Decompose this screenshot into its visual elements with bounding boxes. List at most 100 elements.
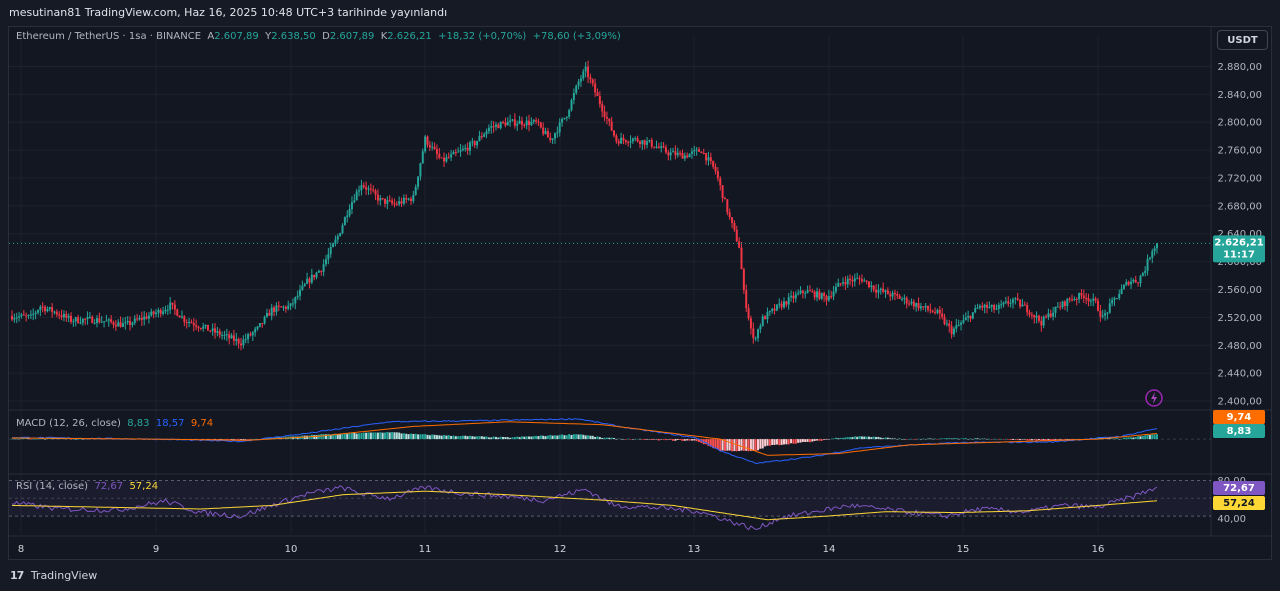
macd-histogram-bar — [1054, 439, 1057, 440]
macd-histogram-bar — [570, 434, 573, 440]
macd-histogram-bar — [641, 439, 644, 440]
candle-body — [282, 306, 285, 308]
candle-body — [41, 306, 44, 308]
candle-body — [393, 203, 396, 205]
macd-histogram-bar — [25, 438, 28, 440]
candle-body — [761, 316, 764, 326]
macd-histogram-bar — [832, 438, 835, 440]
candle-body — [759, 325, 762, 330]
macd-histogram-bar — [650, 439, 653, 440]
macd-histogram-bar — [502, 436, 505, 440]
macd-histogram-bar — [469, 435, 471, 440]
candle-body — [943, 316, 946, 324]
candle-body — [34, 312, 37, 315]
macd-histogram-bar — [542, 435, 545, 440]
macd-hist-value: 8,83 — [127, 418, 150, 429]
candle-body — [487, 127, 490, 132]
macd-histogram-bar — [679, 439, 682, 440]
macd-histogram-bar — [749, 439, 752, 451]
macd-histogram-bar — [95, 438, 98, 440]
macd-histogram-bar — [837, 438, 840, 440]
macd-histogram-bar — [938, 438, 941, 440]
macd-histogram-bar — [1028, 439, 1031, 441]
macd-histogram-bar — [983, 438, 986, 440]
macd-histogram-bar — [638, 438, 641, 440]
macd-histogram-bar — [221, 439, 224, 440]
macd-histogram-bar — [974, 438, 977, 440]
macd-histogram-bar — [384, 432, 387, 440]
lightning-icon[interactable] — [1145, 389, 1163, 407]
macd-hist-tag: 8,83 — [1213, 424, 1265, 438]
macd-histogram-bar — [268, 437, 271, 440]
y-tick-label: 2.800,00 — [1217, 118, 1262, 129]
candle-body — [476, 141, 479, 146]
macd-histogram-bar — [591, 435, 594, 440]
macd-histogram-bar — [811, 439, 814, 442]
candle-body — [136, 318, 139, 320]
macd-histogram-bar — [579, 434, 582, 440]
macd-histogram-bar — [740, 439, 743, 451]
macd-histogram-bar — [927, 438, 929, 440]
macd-histogram-bar — [544, 436, 547, 440]
candle-body — [978, 305, 981, 308]
macd-histogram-bar — [617, 438, 620, 440]
candle-body — [452, 152, 455, 155]
candle-body — [662, 146, 665, 148]
macd-histogram-bar — [1141, 435, 1144, 440]
macd-hist-tag-text: 8,83 — [1227, 426, 1252, 437]
x-tick-label: 12 — [554, 544, 567, 555]
rsi-value-tag: 72,67 — [1213, 481, 1265, 495]
candle-body — [896, 294, 899, 296]
candle-body — [745, 290, 748, 309]
rsi-ma-tag-bg — [1213, 496, 1265, 510]
macd-histogram-bar — [509, 437, 512, 440]
candle-body — [702, 153, 705, 155]
candle-body — [46, 308, 49, 312]
x-tick-label: 15 — [957, 544, 970, 555]
candle-body — [1156, 243, 1158, 249]
macd-histogram-bar — [577, 434, 580, 440]
candle-body — [922, 306, 925, 308]
macd-histogram-bar — [610, 437, 613, 440]
y-tick-label: 2.600,00 — [1217, 257, 1262, 268]
macd-histogram-bar — [77, 438, 80, 440]
candle-body — [544, 131, 547, 134]
candle-body — [686, 155, 689, 158]
macd-histogram-bar — [523, 436, 526, 440]
macd-histogram-bar — [664, 439, 667, 441]
candle-body — [813, 291, 816, 298]
macd-histogram-bar — [842, 437, 845, 440]
candle-body — [830, 296, 833, 298]
candle-body — [301, 285, 304, 290]
macd-histogram-bar — [1033, 439, 1036, 440]
candle-body — [296, 295, 299, 298]
macd-histogram-bar — [794, 439, 797, 444]
candle-body — [811, 291, 814, 293]
candle-body — [1087, 298, 1090, 302]
candle-body — [155, 312, 158, 315]
candle-body — [247, 334, 250, 340]
candle-body — [707, 157, 710, 161]
macd-histogram-bar — [898, 438, 901, 440]
candle-body — [280, 306, 283, 308]
macd-histogram-bar — [528, 436, 531, 440]
candle-body — [103, 321, 106, 323]
macd-histogram-bar — [790, 439, 793, 444]
candle-body — [171, 302, 174, 305]
macd-title: MACD (12, 26, close) — [16, 418, 121, 429]
last-price-tag-bg — [1213, 235, 1265, 263]
macd-histogram-bar — [504, 437, 507, 440]
macd-histogram-bar — [565, 435, 568, 440]
candle-body — [469, 142, 471, 151]
currency-button[interactable]: USDT — [1217, 30, 1268, 50]
macd-histogram-bar — [660, 439, 663, 440]
open-value: 2.607,89 — [214, 31, 259, 42]
candle-body — [407, 198, 410, 200]
candle-body — [589, 77, 592, 80]
candle-body — [1115, 298, 1118, 300]
macd-histogram-bar — [728, 439, 731, 451]
macd-histogram-bar — [1030, 439, 1033, 441]
macd-histogram-bar — [1146, 434, 1149, 440]
macd-histogram-bar — [483, 436, 486, 440]
